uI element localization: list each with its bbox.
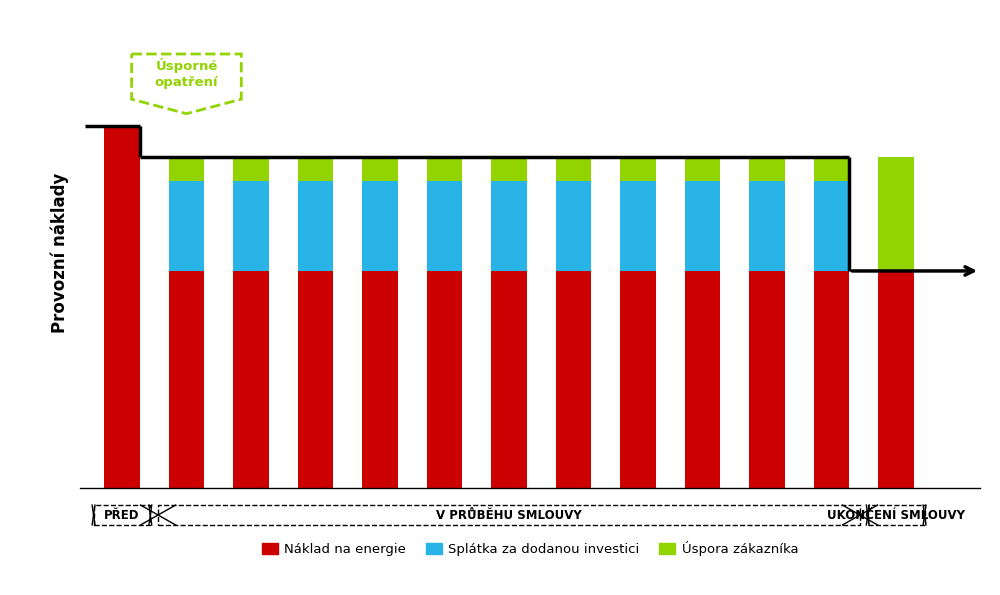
Bar: [620, 271, 656, 488]
Bar: [685, 180, 720, 271]
Bar: [878, 271, 914, 488]
Bar: [685, 157, 720, 180]
Bar: [233, 271, 269, 488]
Bar: [749, 271, 785, 488]
Bar: [169, 157, 204, 180]
Bar: [169, 180, 204, 271]
Bar: [556, 271, 591, 488]
Bar: [169, 271, 204, 488]
Bar: [362, 157, 398, 180]
Bar: [233, 157, 269, 180]
Text: UKONČENÍ SMLOUVY: UKONČENÍ SMLOUVY: [827, 509, 965, 522]
Bar: [298, 157, 333, 180]
Bar: [749, 157, 785, 180]
Bar: [427, 271, 462, 488]
Bar: [491, 157, 527, 180]
Bar: [814, 180, 849, 271]
Bar: [556, 157, 591, 180]
Bar: [427, 180, 462, 271]
Bar: [298, 271, 333, 488]
Bar: [685, 271, 720, 488]
Legend: Náklad na energie, Splátka za dodanou investici, Úspora zákazníka: Náklad na energie, Splátka za dodanou in…: [256, 536, 804, 561]
Bar: [749, 180, 785, 271]
Bar: [298, 180, 333, 271]
Text: PŘED: PŘED: [104, 509, 140, 522]
Bar: [878, 157, 914, 271]
Bar: [814, 157, 849, 180]
Text: V PRŮBĚHU SMLOUVY: V PRŮBĚHU SMLOUVY: [436, 509, 582, 522]
Bar: [491, 271, 527, 488]
Text: Úsporné
opatření: Úsporné opatření: [155, 58, 218, 89]
Bar: [104, 126, 140, 488]
Bar: [362, 271, 398, 488]
Bar: [427, 157, 462, 180]
Bar: [556, 180, 591, 271]
Bar: [362, 180, 398, 271]
Bar: [491, 180, 527, 271]
Bar: [233, 180, 269, 271]
Bar: [814, 271, 849, 488]
Bar: [620, 157, 656, 180]
Bar: [620, 180, 656, 271]
Y-axis label: Provozní náklady: Provozní náklady: [50, 173, 69, 333]
